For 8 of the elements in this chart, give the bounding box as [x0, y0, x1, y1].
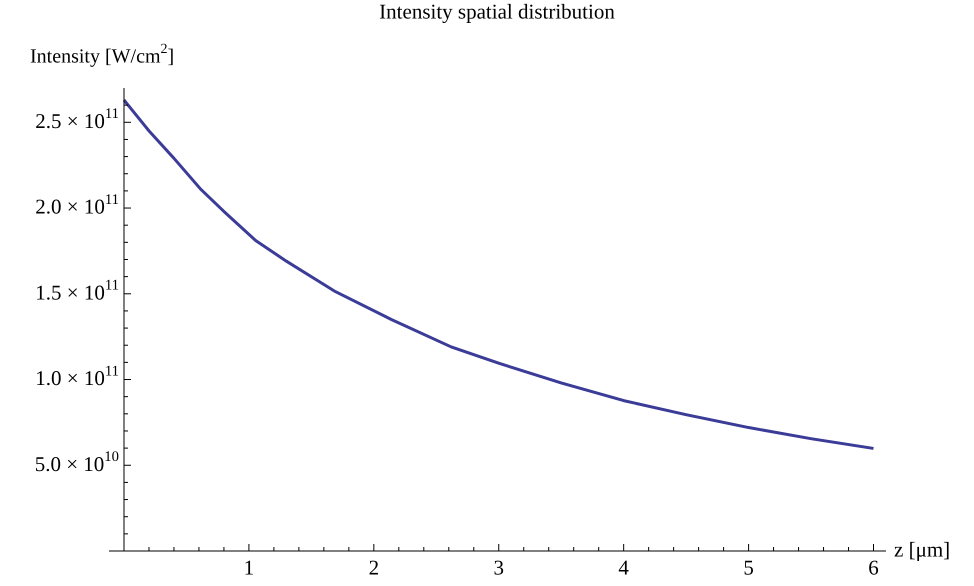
x-tick-label: 4 — [618, 556, 630, 580]
chart-title: Intensity spatial distribution — [379, 0, 616, 24]
x-tick-label: 3 — [494, 556, 504, 580]
x-tick-label: 5 — [743, 556, 754, 580]
x-tick-label: 2 — [368, 556, 380, 580]
x-axis-title: z [μm] — [894, 538, 950, 562]
x-tick-label: 1 — [244, 556, 254, 580]
x-tick-label: 6 — [868, 556, 879, 580]
